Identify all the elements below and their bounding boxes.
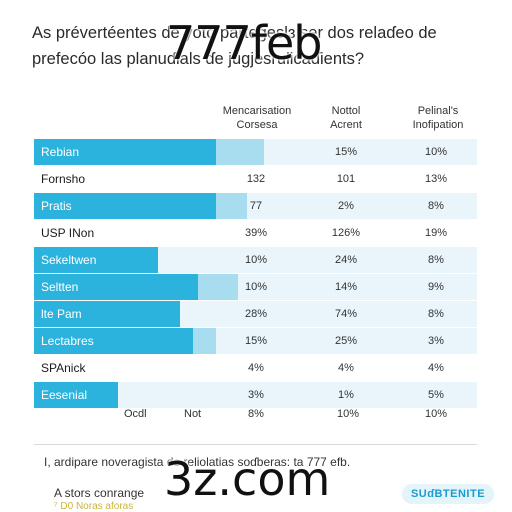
- footer-cell-5: 10%: [425, 408, 448, 420]
- table-cell: 39%: [244, 227, 268, 239]
- row-label: Pratis: [41, 199, 72, 213]
- table-cell: 4%: [428, 362, 444, 374]
- bar: [34, 328, 194, 354]
- table-cell: 101: [336, 173, 356, 185]
- table-row: lte Pam 28% 74% 8%: [34, 301, 477, 327]
- table-cell: 8%: [428, 308, 444, 320]
- table-row: Lectabres 15% 25% 3%: [34, 328, 477, 354]
- table-row: Eesenial 3% 1% 5%: [34, 382, 477, 408]
- table-cell: 15%: [334, 146, 358, 158]
- watermark-bottom: 3z.com: [164, 452, 331, 506]
- row-label: lte Pam: [41, 307, 82, 321]
- table-row: Fornsho 132 101 13%: [34, 166, 477, 192]
- table-cell: 14%: [334, 281, 358, 293]
- table-row: Rebian 15% 10%: [34, 139, 477, 165]
- table-cell: 10%: [244, 254, 268, 266]
- row-label: Seltten: [41, 280, 79, 294]
- footer-cell-4: 10%: [337, 408, 360, 420]
- table-cell: 3%: [248, 389, 264, 401]
- footnote-3: ⁷ D0 Noras aforas: [54, 501, 134, 512]
- bar: [34, 382, 119, 408]
- table-cell: 15%: [244, 335, 268, 347]
- column-header-3: Pelinal's Inofipation: [412, 105, 464, 131]
- row-label: Fornsho: [41, 172, 86, 186]
- table-cell: 3%: [428, 335, 444, 347]
- table-cell: 8%: [428, 254, 444, 266]
- table-cell: 1%: [338, 389, 354, 401]
- footnote: I, ardipare noveragista de reliolatias s…: [44, 455, 351, 469]
- table-cell: 9%: [428, 281, 444, 293]
- row-label: Lectabres: [41, 334, 94, 348]
- divider: [34, 444, 477, 445]
- table-cell: 19%: [424, 227, 448, 239]
- table-row: Sekeltwen 10% 24% 8%: [34, 247, 477, 273]
- table-cell: 126%: [331, 227, 361, 239]
- table-cell: 28%: [244, 308, 268, 320]
- table-cell: 24%: [334, 254, 358, 266]
- table-row: SPAnick 4% 4% 4%: [34, 355, 477, 381]
- table-cell: 25%: [334, 335, 358, 347]
- table-cell: 10%: [424, 146, 448, 158]
- column-header-1: Mencarisation Corsesa: [222, 105, 292, 131]
- row-label: Sekeltwen: [41, 253, 97, 267]
- table-cell: 77: [249, 200, 263, 212]
- column-header-2: Nottol Acrent: [330, 105, 362, 131]
- table-cell: 13%: [424, 173, 448, 185]
- footer-cell-1: Ocdl: [124, 408, 147, 420]
- bar: [34, 274, 198, 300]
- table-cell: 132: [246, 173, 266, 185]
- bar: [34, 139, 216, 165]
- row-label: Eesenial: [41, 388, 88, 402]
- row-label: SPAnick: [41, 361, 86, 375]
- row-label: USP INon: [41, 226, 95, 240]
- chart-title: As prévertéentes de yoto partegeslɜ ser …: [32, 24, 437, 68]
- footer-cell-2: Not: [184, 408, 202, 420]
- table-cell: 5%: [428, 389, 444, 401]
- footnote-2: A stors conrange: [54, 486, 145, 500]
- bar: [34, 193, 216, 219]
- table-cell: 74%: [334, 308, 358, 320]
- bar: [34, 247, 159, 273]
- row-label: Rebian: [41, 145, 80, 159]
- table-cell: 4%: [248, 362, 264, 374]
- subscribe-button[interactable]: SUɗBTENITE: [402, 484, 494, 504]
- table-cell: 8%: [428, 200, 444, 212]
- table-row: USP INon 39% 126% 19%: [34, 220, 477, 246]
- table-cell: 10%: [244, 281, 268, 293]
- table-row: Seltten 10% 14% 9%: [34, 274, 477, 300]
- watermark-top: 777feb: [166, 16, 322, 70]
- bar: [34, 301, 181, 327]
- table-cell: 4%: [338, 362, 354, 374]
- footer-cell-3: 8%: [248, 408, 264, 420]
- table-cell: 2%: [338, 200, 354, 212]
- table-row: Pratis 77 2% 8%: [34, 193, 477, 219]
